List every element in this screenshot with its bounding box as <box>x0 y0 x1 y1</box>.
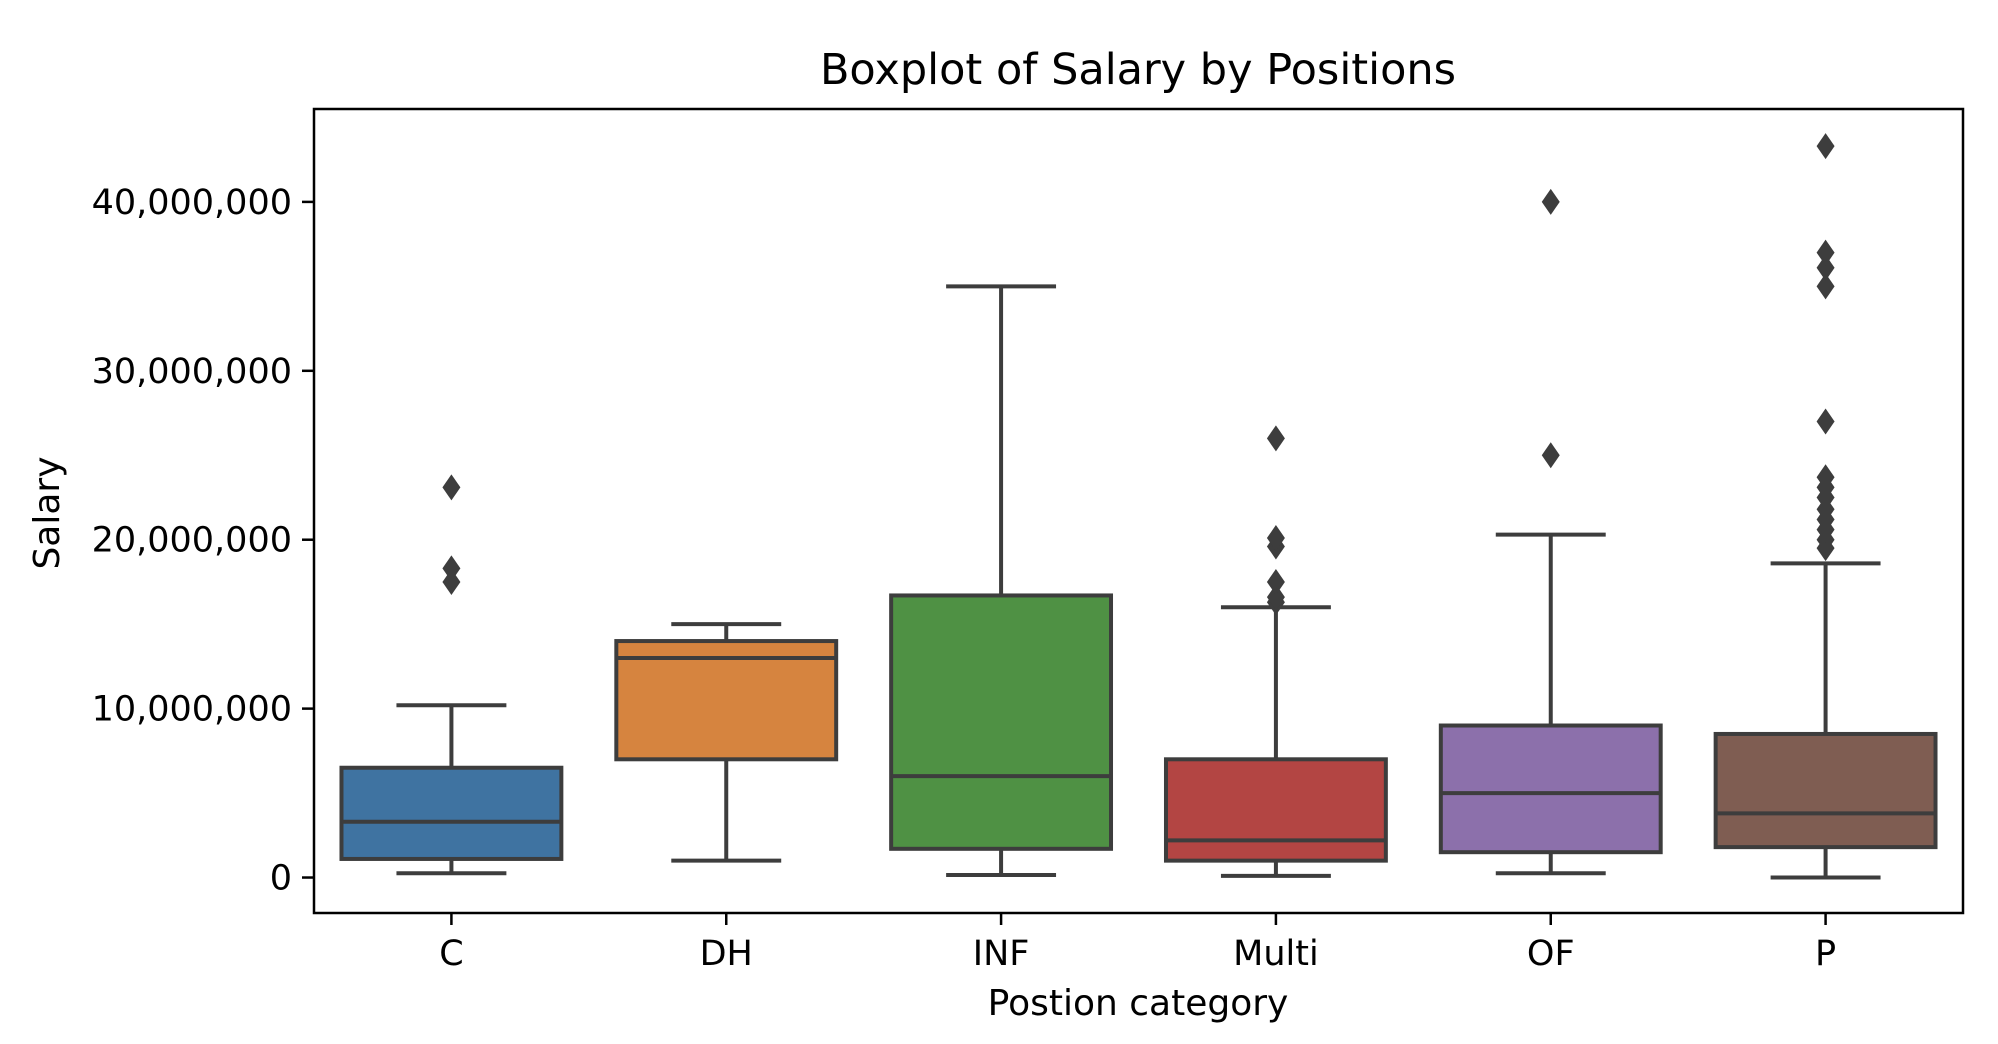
box-multi <box>1163 425 1388 878</box>
outlier-point <box>1541 442 1560 469</box>
y-tick-label: 20,000,000 <box>92 521 292 561</box>
outlier-point <box>442 474 461 501</box>
y-axis: 0 10,000,000 20,000,000 30,000,000 40,000,00… <box>92 183 314 899</box>
iqr-box <box>339 765 564 861</box>
outlier-point <box>1541 188 1560 215</box>
x-tick-label: DH <box>700 934 753 974</box>
x-tick-label: INF <box>973 934 1030 974</box>
outlier-point <box>1816 273 1835 300</box>
y-axis-label: Salary <box>27 456 68 569</box>
box-c <box>339 474 564 876</box>
box-dh <box>614 622 839 863</box>
outlier-point <box>1266 525 1285 552</box>
box-p <box>1713 133 1938 880</box>
outlier-point <box>1816 254 1835 281</box>
outlier-point <box>1266 584 1285 611</box>
outlier-point <box>1816 408 1835 435</box>
box-of <box>1438 188 1663 876</box>
outlier-point <box>1816 239 1835 266</box>
iqr-box <box>889 593 1114 851</box>
outlier-point <box>1816 133 1835 160</box>
y-tick-label: 0 <box>270 859 292 899</box>
iqr-box <box>1438 723 1663 855</box>
x-tick-label: OF <box>1527 934 1575 974</box>
outlier-point <box>442 568 461 595</box>
outlier-point <box>1266 568 1285 595</box>
y-tick-label: 30,000,000 <box>92 352 292 392</box>
plot-area-frame <box>312 107 1965 915</box>
y-tick-label: 10,000,000 <box>92 690 292 730</box>
iqr-box <box>614 639 839 762</box>
outlier-point <box>442 555 461 582</box>
iqr-box <box>1163 757 1388 863</box>
x-axis: C DH INF Multi OF P <box>439 913 1836 974</box>
x-tick-label: P <box>1815 934 1836 974</box>
x-axis-label: Postion category <box>988 983 1289 1024</box>
box-series-group <box>339 133 1938 880</box>
outlier-point <box>1266 425 1285 452</box>
outlier-point <box>1816 464 1835 491</box>
x-tick-label: C <box>439 934 463 974</box>
iqr-box <box>1713 731 1938 850</box>
x-tick-label: Multi <box>1233 934 1319 974</box>
y-tick-label: 40,000,000 <box>92 183 292 223</box>
chart-title: Boxplot of Salary by Positions <box>820 45 1456 95</box>
box-inf <box>889 284 1114 877</box>
